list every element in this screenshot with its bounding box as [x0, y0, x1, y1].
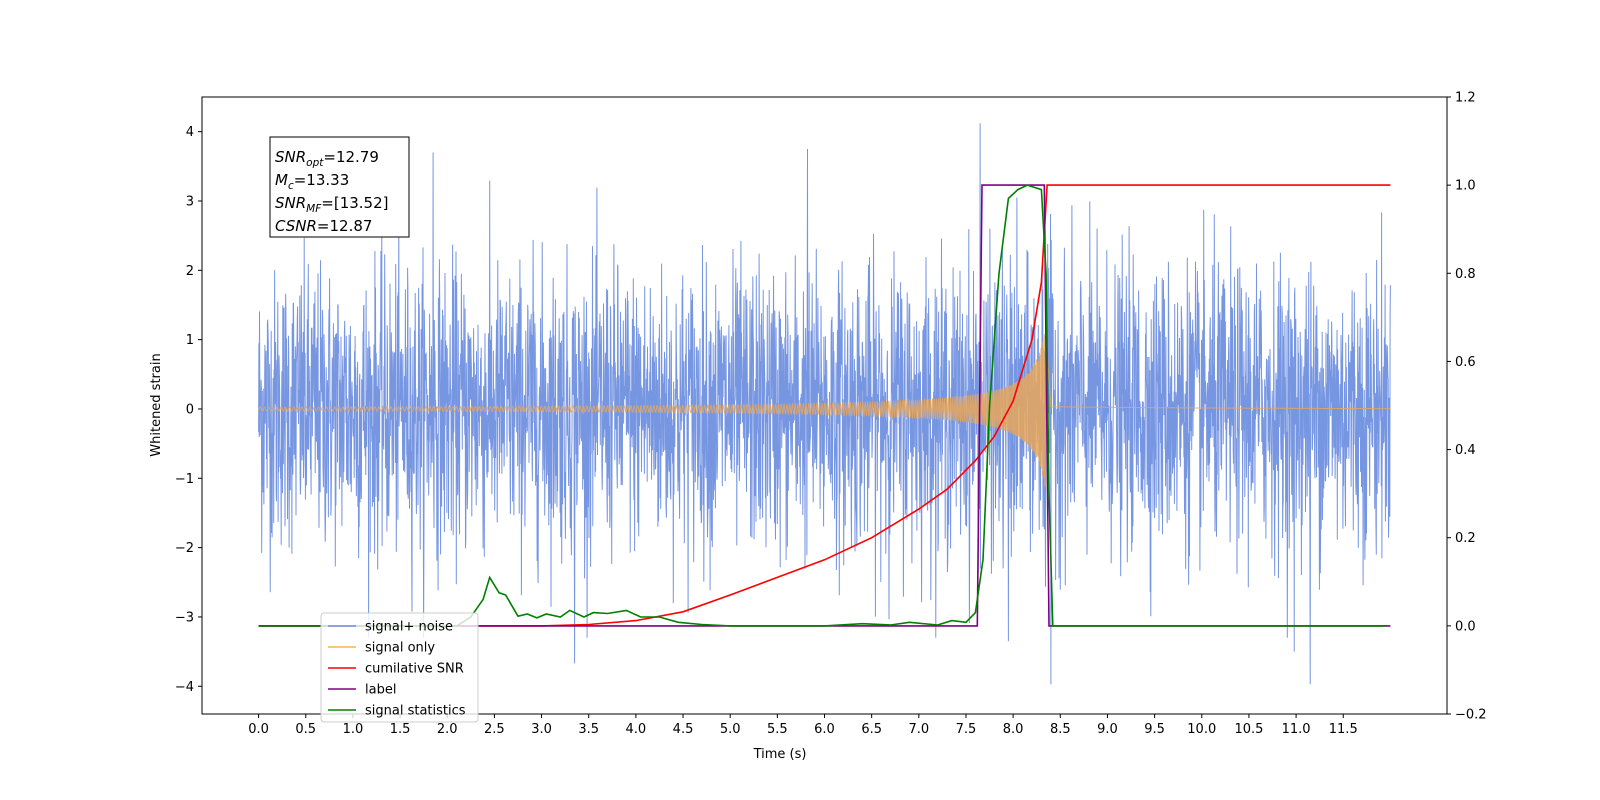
y-tick-label-left: 0: [186, 402, 194, 417]
x-tick-label: 9.5: [1144, 722, 1165, 737]
y-tick-label-left: 4: [186, 125, 194, 140]
x-tick-label: 10.5: [1234, 722, 1263, 737]
y-tick-label-left: −1: [175, 472, 194, 487]
x-tick-label: 11.0: [1282, 722, 1311, 737]
annotation-line: SNRMF=[13.52]: [275, 194, 389, 215]
x-tick-label: 11.5: [1329, 722, 1358, 737]
annotation-line: SNRopt=12.79: [275, 148, 379, 169]
x-tick-label: 6.5: [861, 722, 882, 737]
annotation-line: CSNR=12.87: [275, 217, 372, 235]
x-tick-label: 0.5: [295, 722, 316, 737]
axes-layer: 0.0 0.5 1.0 1.5 2.0 2.5 3.0 3.5 4.0 4.5 5.0 5.5 6.0 6…: [175, 91, 1487, 738]
annotation-frame: [269, 136, 410, 238]
x-tick-label: 7.5: [956, 722, 977, 737]
x-tick-label: 10.0: [1187, 722, 1216, 737]
y-tick-label-left: 1: [186, 333, 194, 348]
series-signal-statistics-line: [258, 184, 1386, 627]
x-tick-label: 1.0: [343, 722, 364, 737]
x-tick-label: 3.5: [578, 722, 599, 737]
y-tick-label-left: −4: [175, 680, 194, 695]
y-tick-label-right: 0.4: [1455, 443, 1476, 458]
legend-label: signal statistics: [365, 704, 466, 719]
y-tick-label-left: −3: [175, 610, 194, 625]
series-signal-plus-noise-line: [258, 123, 1391, 685]
y-tick-label-left: 3: [186, 194, 194, 209]
y-tick-label-right: 0.0: [1455, 619, 1476, 634]
x-tick-label: 4.5: [673, 722, 694, 737]
x-tick-label: 2.5: [484, 722, 505, 737]
x-tick-label: 7.0: [908, 722, 929, 737]
series-cumulative-snr-line: [258, 184, 1391, 627]
y-tick-label-right: 0.2: [1455, 531, 1476, 546]
x-tick-label: 5.0: [720, 722, 741, 737]
legend-label: signal+ noise: [365, 620, 453, 635]
series-layer: [258, 123, 1391, 685]
x-axis-label: Time (s): [753, 747, 807, 762]
x-tick-label: 9.0: [1097, 722, 1118, 737]
y-tick-label-right: 1.0: [1455, 179, 1476, 194]
x-tick-label: 1.5: [390, 722, 411, 737]
y-tick-label-right: −0.2: [1455, 708, 1487, 723]
y-tick-label-left: 2: [186, 264, 194, 279]
legend-label: signal only: [365, 641, 435, 656]
legend-label: cumilative SNR: [365, 662, 464, 677]
annotation-line: Mc=13.33: [275, 171, 349, 192]
x-tick-label: 5.5: [767, 722, 788, 737]
y-tick-label-right: 1.2: [1455, 91, 1476, 106]
y-tick-label-left: −2: [175, 541, 194, 556]
x-tick-label: 4.0: [626, 722, 647, 737]
y-tick-label-right: 0.8: [1455, 267, 1476, 282]
legend-label: label: [365, 683, 396, 698]
x-tick-label: 2.0: [437, 722, 458, 737]
x-tick-label: 0.0: [248, 722, 269, 737]
x-tick-label: 8.5: [1050, 722, 1071, 737]
x-tick-label: 6.0: [814, 722, 835, 737]
series-signal-only-line: [258, 334, 1391, 488]
x-tick-label: 8.0: [1003, 722, 1024, 737]
legend: signal+ noise signal only cumilative SNR la…: [320, 612, 479, 723]
x-tick-label: 3.0: [531, 722, 552, 737]
y-tick-label-right: 0.6: [1455, 355, 1476, 370]
legend-frame: [320, 612, 479, 723]
y-axis-label: Whitened strain: [149, 353, 164, 456]
